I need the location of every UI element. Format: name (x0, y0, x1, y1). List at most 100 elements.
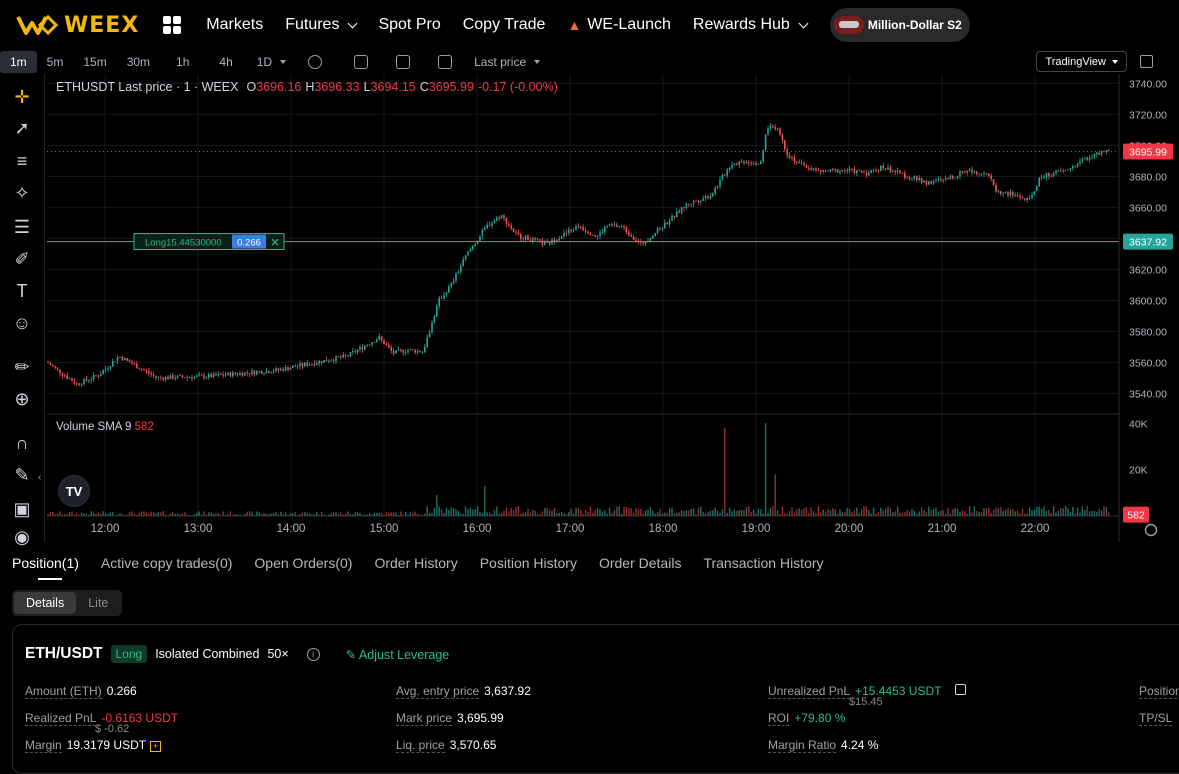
brush-icon[interactable]: ✐ (14, 248, 30, 269)
candle-body (793, 157, 796, 162)
candle-body (200, 374, 203, 376)
volume-bar (899, 512, 901, 516)
candle-body (248, 373, 251, 375)
adjust-leverage-button[interactable]: ✎ Adjust Leverage (345, 647, 450, 662)
close-position-icon[interactable]: ✕ (270, 236, 280, 250)
volume-bar (822, 509, 824, 516)
ruler-icon[interactable]: ✏ (14, 356, 30, 377)
candle-body (212, 373, 215, 378)
tab-transaction-history[interactable]: Transaction History (703, 555, 824, 571)
indicators-icon[interactable] (354, 55, 369, 69)
volume-bar (102, 511, 104, 516)
candle-body (368, 344, 371, 346)
details-toggle[interactable]: Details (14, 592, 77, 614)
timeframe-5m[interactable]: 5m (46, 55, 64, 69)
timeframe-1h[interactable]: 1h (176, 55, 190, 69)
unrealized-pnl-label: Unrealized PnL (768, 684, 851, 699)
apps-grid-icon[interactable] (163, 16, 182, 34)
nav-spot-pro[interactable]: Spot Pro (367, 16, 451, 34)
candle-body (313, 363, 316, 365)
candle-body (666, 222, 668, 225)
candle-body (527, 235, 529, 241)
volume-bar (193, 514, 196, 516)
nav-copy-trade[interactable]: Copy Trade (452, 16, 557, 34)
emoji-icon[interactable]: ☺ (12, 312, 32, 333)
volume-bar (1081, 506, 1084, 516)
candle-body (1048, 172, 1050, 177)
promo-banner[interactable]: Million-Dollar S2 (829, 8, 970, 42)
settings-icon[interactable] (308, 55, 323, 69)
timeframe-15m[interactable]: 15m (83, 55, 107, 69)
candle-body (246, 372, 248, 374)
tab-position[interactable]: Position(1) (12, 555, 79, 580)
timeframe-4h[interactable]: 4h (219, 55, 233, 69)
lock-icon[interactable]: ▣ (13, 498, 31, 519)
weex-logo[interactable]: WEEX (16, 13, 139, 38)
nav-futures[interactable]: Futures (274, 16, 367, 34)
timeframe-1m[interactable]: 1m (0, 51, 37, 73)
zoom-icon[interactable]: ⊕ (14, 388, 30, 409)
volume-bar (66, 514, 68, 516)
candle-body (318, 361, 320, 364)
text-icon[interactable]: T (16, 280, 28, 301)
candle-body (558, 238, 560, 241)
volume-bar (772, 506, 774, 516)
tab-position-history[interactable]: Position History (479, 555, 577, 571)
volume-bar (556, 513, 558, 516)
volume-bar (793, 512, 796, 516)
tab-active-copy-trades[interactable]: Active copy trades(0) (100, 555, 233, 571)
candle-body (512, 228, 515, 232)
nav-we-launch[interactable]: ▲ WE-Launch (556, 16, 681, 34)
candle-body (760, 161, 762, 165)
camera-icon[interactable] (438, 55, 453, 69)
lite-toggle[interactable]: Lite (88, 596, 109, 610)
fullscreen-icon[interactable] (1140, 55, 1153, 68)
candle-body (992, 179, 995, 186)
trendline-icon[interactable]: ➚ (14, 117, 30, 138)
tradingview-select[interactable]: TradingView (1036, 51, 1127, 72)
add-margin-icon[interactable]: + (150, 741, 162, 752)
candle-body (433, 316, 436, 323)
candle-body (680, 207, 683, 213)
volume-bar (325, 515, 328, 516)
projection-icon[interactable]: ☰ (13, 216, 31, 237)
timeframe-1d[interactable]: 1D (247, 51, 296, 73)
timeframe-30m[interactable]: 30m (126, 55, 151, 69)
nav-rewards-hub[interactable]: Rewards Hub (682, 16, 818, 34)
candle-body (61, 373, 64, 376)
liq-price-label: Liq. price (396, 738, 445, 753)
volume-bar (841, 512, 844, 516)
magnet-icon[interactable]: ∩ (15, 432, 29, 453)
templates-icon[interactable] (396, 55, 411, 69)
candle-body (224, 374, 227, 376)
nav-markets[interactable]: Markets (195, 16, 274, 34)
collapse-toolbar-icon[interactable]: ‹ (38, 472, 42, 483)
candle-body (894, 171, 896, 173)
candle-body (676, 211, 678, 218)
tradingview-logo[interactable]: TV (58, 475, 90, 507)
tab-order-details[interactable]: Order Details (598, 555, 682, 571)
candle-body (997, 191, 1000, 192)
candle-body (138, 368, 140, 370)
candle-body (188, 377, 191, 378)
fib-icon[interactable]: ≡ (16, 150, 28, 171)
candle-body (260, 371, 263, 374)
candle-body (990, 175, 992, 180)
volume-bar (875, 513, 877, 516)
eye-icon[interactable]: ◉ (14, 526, 30, 547)
top-navbar: WEEX Markets Futures Spot Pro Copy Trade… (0, 0, 1179, 50)
info-icon[interactable]: i (306, 647, 320, 661)
tab-open-orders[interactable]: Open Orders(0) (254, 555, 353, 571)
candle-body (911, 178, 913, 180)
lock-draw-icon[interactable]: ✎ (14, 464, 30, 485)
pattern-icon[interactable]: ✧ (14, 182, 30, 203)
volume-bar (565, 513, 568, 516)
chart-settings-icon[interactable] (1144, 523, 1158, 537)
share-icon[interactable] (955, 684, 967, 695)
tab-order-history[interactable]: Order History (374, 555, 458, 571)
crosshair-icon[interactable]: ✛ (14, 86, 30, 107)
price-type-select[interactable]: Last price (464, 51, 550, 73)
candle-body (846, 170, 848, 172)
